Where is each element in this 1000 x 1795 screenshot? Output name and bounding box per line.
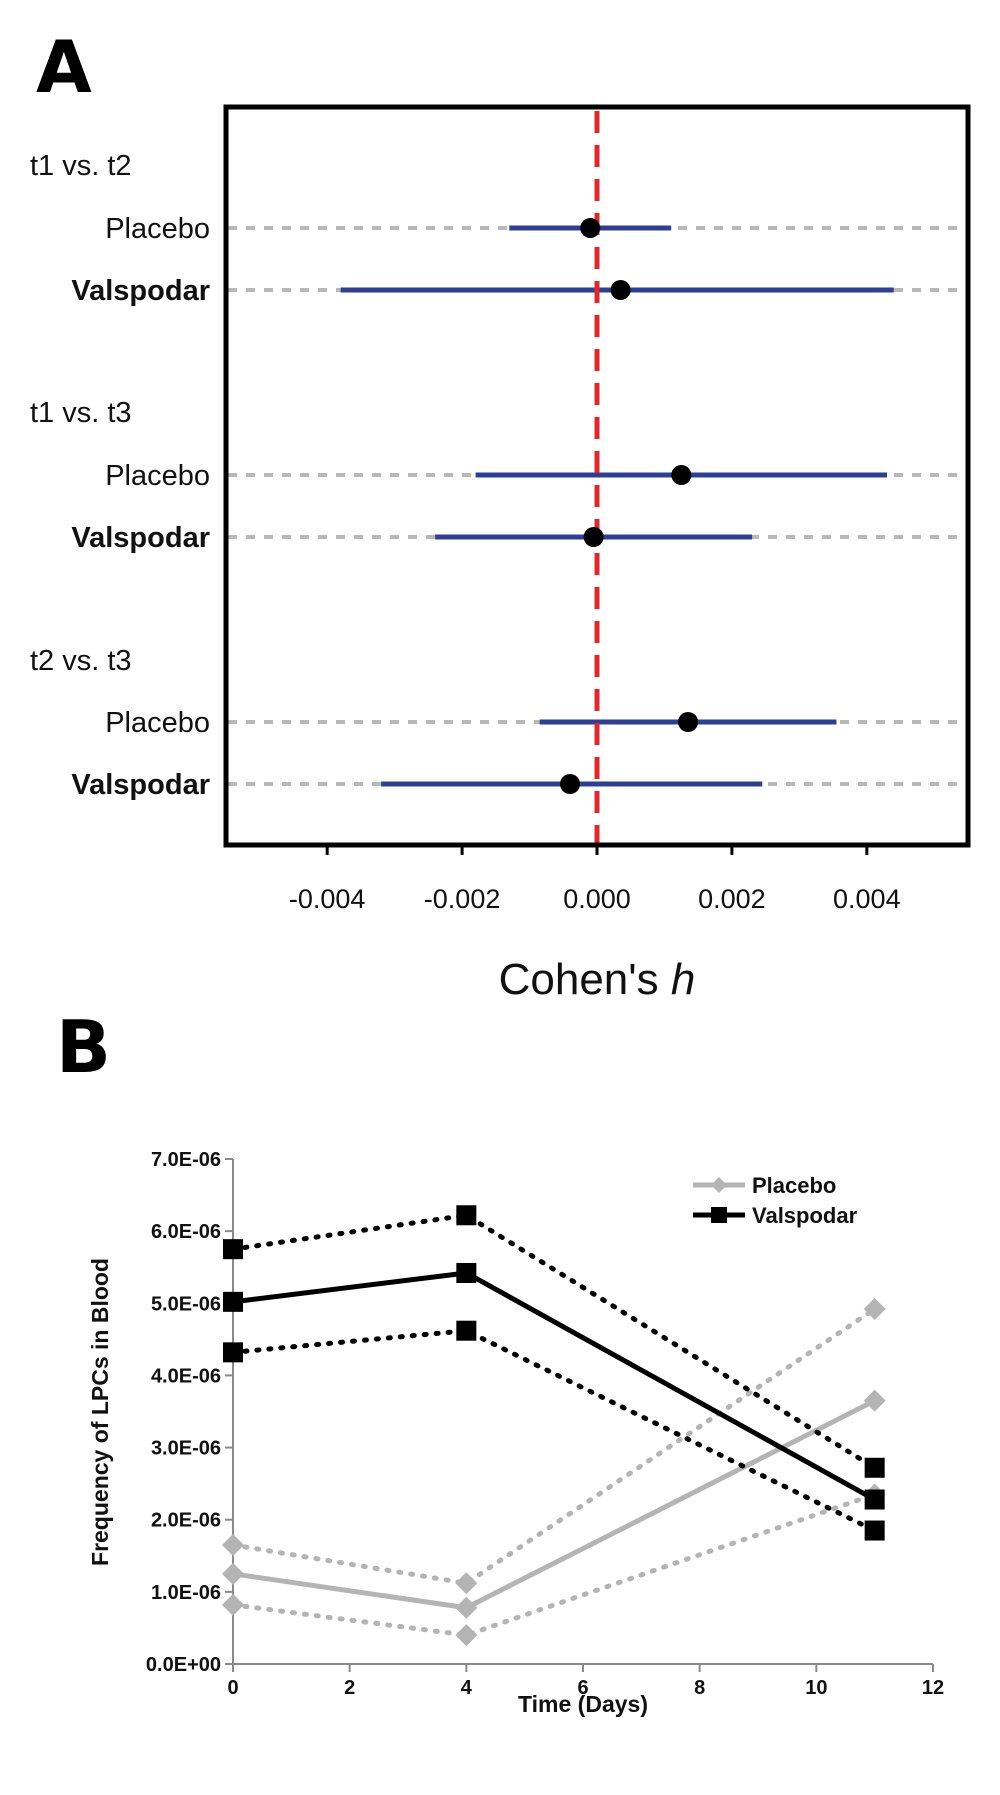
legend-swatch-marker <box>711 1177 727 1193</box>
data-point <box>223 1291 243 1312</box>
panel-a-forest-plot: t1 vs. t2 Placebo Valspodar t1 vs. t3 Placeb… <box>30 104 971 1004</box>
ci-point <box>863 1298 886 1321</box>
estimate-point <box>671 465 692 485</box>
group-label: t1 vs. t3 <box>30 397 132 429</box>
series-valspodar <box>223 1205 885 1541</box>
y-tick-label: 3.0E-06 <box>151 1438 221 1460</box>
ci-lower-line <box>230 1328 878 1534</box>
series-placebo <box>222 1298 886 1647</box>
ci-point <box>456 1320 477 1341</box>
ci-point <box>455 1572 478 1595</box>
y-tick-label: 6.0E-06 <box>151 1221 221 1243</box>
x-tick-label: 0 <box>227 1677 238 1699</box>
x-tick-label: 0.004 <box>833 884 901 914</box>
x-tick-label: -0.004 <box>289 884 366 914</box>
x-tick-label: 10 <box>805 1677 827 1699</box>
x-tick-label: 8 <box>694 1677 705 1699</box>
ci-point <box>222 1533 244 1556</box>
data-point <box>455 1596 478 1619</box>
estimate-point <box>580 218 601 238</box>
y-axis-title: Frequency of LPCs in Blood <box>87 1258 113 1566</box>
row-label: Valspodar <box>71 769 210 801</box>
y-tick-label: 1.0E-06 <box>151 1582 221 1604</box>
row-label: Placebo <box>105 213 210 245</box>
legend-label: Placebo <box>752 1173 836 1198</box>
x-tick-label: 6 <box>577 1677 588 1699</box>
row-label: Placebo <box>105 707 210 739</box>
panel-a-letter: A <box>36 25 92 109</box>
y-tick-label: 5.0E-06 <box>151 1293 221 1315</box>
data-point <box>863 1389 886 1412</box>
ci-point <box>864 1520 885 1541</box>
data-point <box>864 1489 885 1510</box>
data-point <box>222 1562 244 1585</box>
y-tick-label: 0.0E+00 <box>146 1654 221 1676</box>
y-tick-label: 7.0E-06 <box>151 1149 221 1171</box>
estimate-point <box>610 280 631 300</box>
ci-point <box>223 1342 243 1363</box>
row-label: Valspodar <box>71 522 210 554</box>
x-tick-label: 0.002 <box>698 884 766 914</box>
x-axis-title: Time (Days) <box>518 1691 648 1717</box>
ci-point <box>455 1624 478 1647</box>
ci-upper-line <box>230 1306 878 1586</box>
estimate-point <box>678 712 699 732</box>
data-point <box>456 1262 477 1283</box>
mean-line <box>232 1398 876 1611</box>
ci-point <box>456 1205 477 1226</box>
mean-line <box>232 1270 876 1502</box>
x-axis-title: Cohen's h <box>499 955 696 1004</box>
x-tick-label: -0.002 <box>424 884 501 914</box>
ci-point <box>864 1457 885 1478</box>
row-label: Placebo <box>105 460 210 492</box>
panel-b-line-chart: 0.0E+00 1.0E-06 2.0E-06 3.0E-06 4.0E-06 5.0E-… <box>87 1149 944 1717</box>
row-label: Valspodar <box>71 275 210 307</box>
panel-b-letter: B <box>56 1005 111 1089</box>
x-tick-label: 2 <box>344 1677 355 1699</box>
y-tick-label: 4.0E-06 <box>151 1365 221 1387</box>
estimate-point <box>560 774 581 794</box>
estimate-point <box>583 527 604 547</box>
ci-upper-line <box>230 1212 878 1471</box>
ci-point <box>222 1593 244 1616</box>
group-label: t1 vs. t2 <box>30 150 132 182</box>
group-label: t2 vs. t3 <box>30 645 132 677</box>
legend-label: Valspodar <box>752 1203 858 1228</box>
legend-swatch-marker <box>711 1207 727 1223</box>
x-tick-label: 4 <box>461 1677 473 1699</box>
y-tick-label: 2.0E-06 <box>151 1510 221 1532</box>
x-tick-label: 0.000 <box>563 884 631 914</box>
legend: Placebo Valspodar <box>693 1173 858 1228</box>
ci-point <box>223 1239 243 1260</box>
x-tick-label: 12 <box>922 1677 944 1699</box>
